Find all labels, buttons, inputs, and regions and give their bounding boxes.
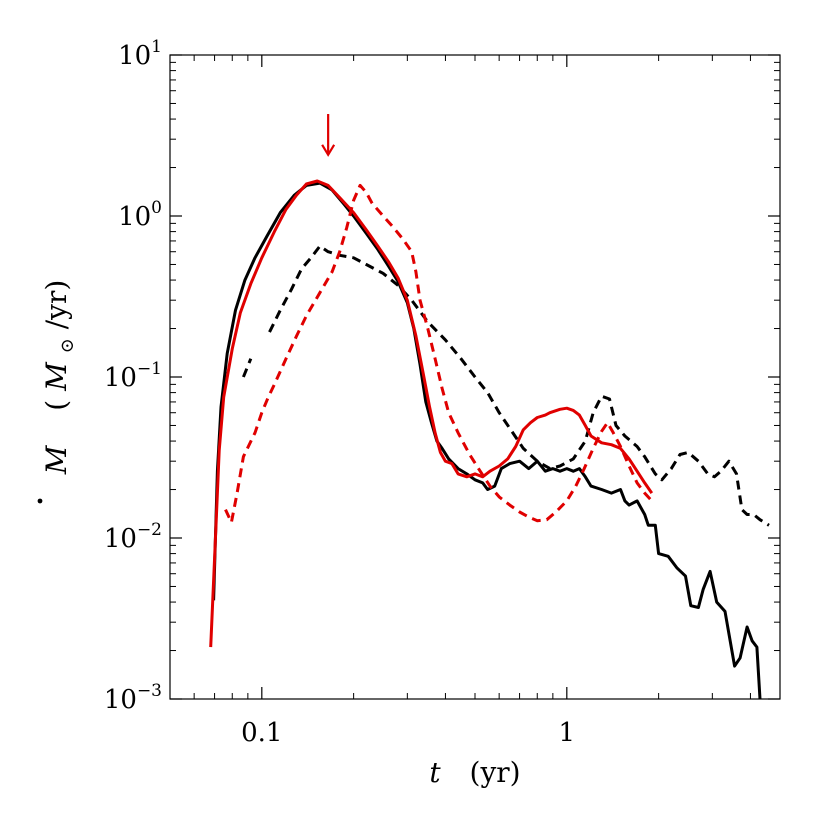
y-tick-label: 100 [118, 198, 162, 232]
y-tick-exponent: −1 [137, 359, 162, 379]
series-layer [209, 179, 770, 700]
y-axis-unit-rest: /yr) [40, 280, 73, 330]
y-tick-label: 10−1 [104, 359, 162, 393]
y-axis-symbol: M [40, 444, 73, 475]
y-tick-exponent: 0 [151, 198, 162, 218]
y-axis-unit-open: ( [40, 400, 73, 411]
y-tick-base: 10 [118, 202, 151, 232]
x-axis-symbol: t [429, 756, 441, 789]
y-tick-exponent: −3 [137, 681, 162, 701]
x-axis-title: t (yr) [429, 756, 520, 789]
y-tick-base: 10 [104, 685, 137, 715]
y-tick-exponent: −2 [137, 520, 162, 540]
y-axis-unit-sub: ⊙ [57, 338, 78, 353]
y-axis-title: M ( M ⊙ /yr) [40, 280, 80, 476]
y-tick-base: 10 [104, 524, 137, 554]
x-tick-label: 0.1 [241, 718, 282, 748]
annotation-layer [321, 114, 336, 157]
y-tick-base: 10 [118, 41, 151, 71]
series-line-1 [212, 181, 762, 700]
arrow-head [321, 144, 336, 157]
y-axis-dot [37, 498, 43, 504]
y-tick-exponent: 1 [151, 37, 162, 57]
y-tick-label: 101 [118, 37, 162, 71]
series-line-3 [209, 179, 654, 648]
y-axis-unit-symbol: M [40, 361, 73, 392]
x-tick-label: 1 [559, 718, 576, 748]
y-tick-base: 10 [104, 363, 137, 393]
y-tick-label: 10−2 [104, 520, 162, 554]
x-axis-unit: (yr) [470, 756, 521, 789]
series-line-2 [242, 244, 770, 527]
series-line-4 [224, 183, 653, 524]
y-tick-label: 10−3 [104, 681, 162, 715]
svg-text:M ( M ⊙: M ( M ⊙ /yr) [40, 280, 80, 476]
